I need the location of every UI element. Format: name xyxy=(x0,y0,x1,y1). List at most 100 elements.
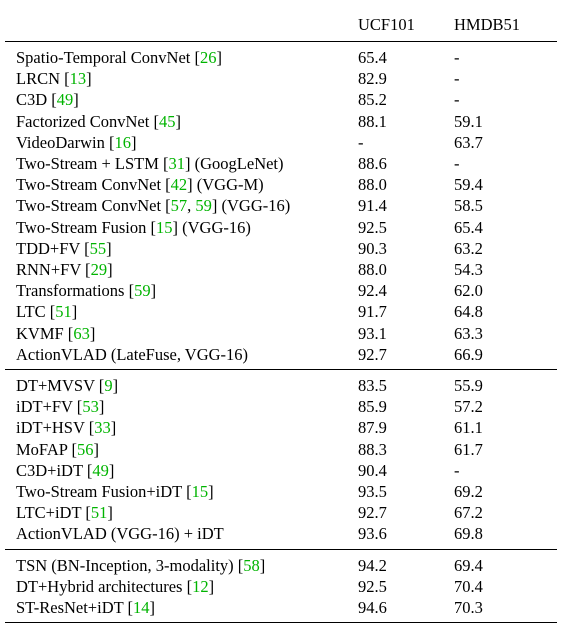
citation-link[interactable]: 15 xyxy=(191,482,209,502)
method-text: KVMF [ xyxy=(16,323,74,343)
ucf101-value: 93.6 xyxy=(358,524,387,544)
method-text: Two-Stream ConvNet [ xyxy=(16,196,171,216)
citation-link[interactable]: 63 xyxy=(73,323,90,343)
method-text: C3D+iDT [ xyxy=(16,460,93,480)
method-text: MoFAP [ xyxy=(16,439,77,459)
method-cell: KVMF [63] xyxy=(5,323,358,344)
method-cell: TDD+FV [55] xyxy=(5,238,358,259)
citation-link[interactable]: 59 xyxy=(195,196,212,216)
citation-link[interactable]: 51 xyxy=(55,302,72,322)
table-row: Two-Stream Fusion [15] (VGG-16) 92.5 65.4 xyxy=(5,217,557,238)
method-text: , xyxy=(187,196,196,216)
hmdb51-value: - xyxy=(454,69,460,89)
table-row: Factorized ConvNet [45] 88.1 59.1 xyxy=(5,111,557,132)
method-text: ] xyxy=(208,482,214,502)
method-text: ] xyxy=(110,418,117,438)
table-row: Two-Stream ConvNet [57, 59] (VGG-16) 91.4… xyxy=(5,195,557,216)
citation-link[interactable]: 53 xyxy=(82,397,99,417)
citation-link[interactable]: 26 xyxy=(199,48,217,67)
table-row: ST-ResNet+iDT [14] 94.6 70.3 xyxy=(5,597,557,624)
method-cell: Two-Stream + LSTM [31] (GoogLeNet) xyxy=(5,153,358,174)
citation-link[interactable]: 55 xyxy=(89,238,107,258)
ucf101-value: 94.6 xyxy=(358,597,454,624)
ucf101-value: 91.7 xyxy=(358,302,387,322)
table-row: Two-Stream ConvNet [42] (VGG-M) 88.0 59.4 xyxy=(5,174,557,195)
method-cell: Spatio-Temporal ConvNet [26] xyxy=(5,41,358,69)
method-cell: Two-Stream Fusion [15] (VGG-16) xyxy=(5,217,358,238)
ucf101-header: UCF101 xyxy=(358,15,415,34)
citation-link[interactable]: 49 xyxy=(56,90,74,110)
table-row: ActionVLAD (LateFuse, VGG-16) 92.7 66.9 xyxy=(5,344,557,370)
citation-link[interactable]: 51 xyxy=(90,503,108,523)
table-row: RNN+FV [29] 88.0 54.3 xyxy=(5,259,557,280)
ucf101-value: 94.2 xyxy=(358,548,454,576)
citation-link[interactable]: 42 xyxy=(170,175,188,195)
table-row: TDD+FV [55] 90.3 63.2 xyxy=(5,238,557,259)
citation-link[interactable]: 12 xyxy=(192,576,209,596)
method-text: C3D [ xyxy=(16,90,57,110)
citation-link[interactable]: 14 xyxy=(133,598,150,618)
citation-link[interactable]: 56 xyxy=(76,439,94,459)
method-text: ] xyxy=(108,460,115,480)
method-text: Two-Stream ConvNet [ xyxy=(16,175,171,195)
method-text: ] xyxy=(106,238,112,258)
method-text: ] xyxy=(130,132,137,152)
method-text: ActionVLAD (LateFuse, VGG-16) xyxy=(16,344,249,364)
method-text: ] xyxy=(107,260,113,280)
table-body: Spatio-Temporal ConvNet [26] 65.4- LRCN [1… xyxy=(5,41,557,624)
method-text: Two-Stream + LSTM [ xyxy=(16,154,169,174)
ucf101-value: 90.4 xyxy=(358,460,387,480)
ucf101-value: 88.1 xyxy=(358,111,387,131)
method-text: ] xyxy=(149,598,156,618)
method-text: ] xyxy=(86,69,92,89)
method-text: ST-ResNet+iDT [ xyxy=(16,598,134,618)
method-text: ActionVLAD (VGG-16) + iDT xyxy=(16,524,224,544)
results-table: UCF101 HMDB51 Spatio-Temporal ConvNet [2… xyxy=(5,8,557,624)
citation-link[interactable]: 13 xyxy=(69,69,87,89)
table-row: LTC+iDT [51] 92.7 67.2 xyxy=(5,502,557,523)
hmdb51-value: 64.8 xyxy=(454,302,483,322)
table-row: iDT+FV [53] 85.9 57.2 xyxy=(5,396,557,417)
method-text: ] xyxy=(216,48,222,67)
method-text: Two-Stream Fusion+iDT [ xyxy=(16,482,192,502)
citation-link[interactable]: 9 xyxy=(104,376,113,396)
table-row: DT+Hybrid architectures [12] 92.5 70.4 xyxy=(5,576,557,597)
method-cell: DT+MVSV [9] xyxy=(5,369,358,397)
citation-link[interactable]: 57 xyxy=(170,196,188,216)
citation-link[interactable]: 16 xyxy=(114,132,131,152)
hmdb51-value: 69.2 xyxy=(454,482,483,502)
ucf101-value: 92.4 xyxy=(358,281,387,301)
ucf101-value: 92.5 xyxy=(358,217,387,237)
hmdb51-value: 62.0 xyxy=(454,281,483,301)
method-text: DT+MVSV [ xyxy=(16,376,105,396)
citation-link[interactable]: 31 xyxy=(168,154,186,174)
method-text: Spatio-Temporal ConvNet [ xyxy=(16,48,200,67)
ucf101-value: 92.7 xyxy=(358,344,387,364)
method-cell: ST-ResNet+iDT [14] xyxy=(5,597,358,624)
hmdb51-value: - xyxy=(454,90,460,110)
hmdb51-value: 59.4 xyxy=(454,175,483,195)
method-text: DT+Hybrid architectures [ xyxy=(16,576,193,596)
method-cell: DT+Hybrid architectures [12] xyxy=(5,576,358,597)
hmdb51-value: 63.2 xyxy=(454,238,483,258)
ucf101-value: 65.4 xyxy=(358,41,454,69)
citation-link[interactable]: 29 xyxy=(90,260,108,280)
ucf101-value: 82.9 xyxy=(358,69,387,89)
ucf101-value: - xyxy=(358,132,364,152)
ucf101-value: 92.7 xyxy=(358,503,387,523)
method-text: TSN (BN-Inception, 3-modality) [ xyxy=(16,555,244,575)
ucf101-value: 83.5 xyxy=(358,369,454,397)
method-text: ] xyxy=(93,439,99,459)
citation-link[interactable]: 45 xyxy=(158,111,176,131)
table-row: LRCN [13] 82.9- xyxy=(5,68,557,89)
hmdb51-value: - xyxy=(454,154,460,174)
method-text: ] xyxy=(259,555,266,575)
ucf101-value: 85.2 xyxy=(358,90,387,110)
citation-link[interactable]: 59 xyxy=(134,281,151,301)
citation-link[interactable]: 49 xyxy=(92,460,109,480)
hmdb51-value: 67.2 xyxy=(454,503,483,523)
citation-link[interactable]: 58 xyxy=(243,555,260,575)
citation-link[interactable]: 15 xyxy=(156,217,173,237)
citation-link[interactable]: 33 xyxy=(94,418,111,438)
method-cell: ActionVLAD (VGG-16) + iDT xyxy=(5,523,358,549)
